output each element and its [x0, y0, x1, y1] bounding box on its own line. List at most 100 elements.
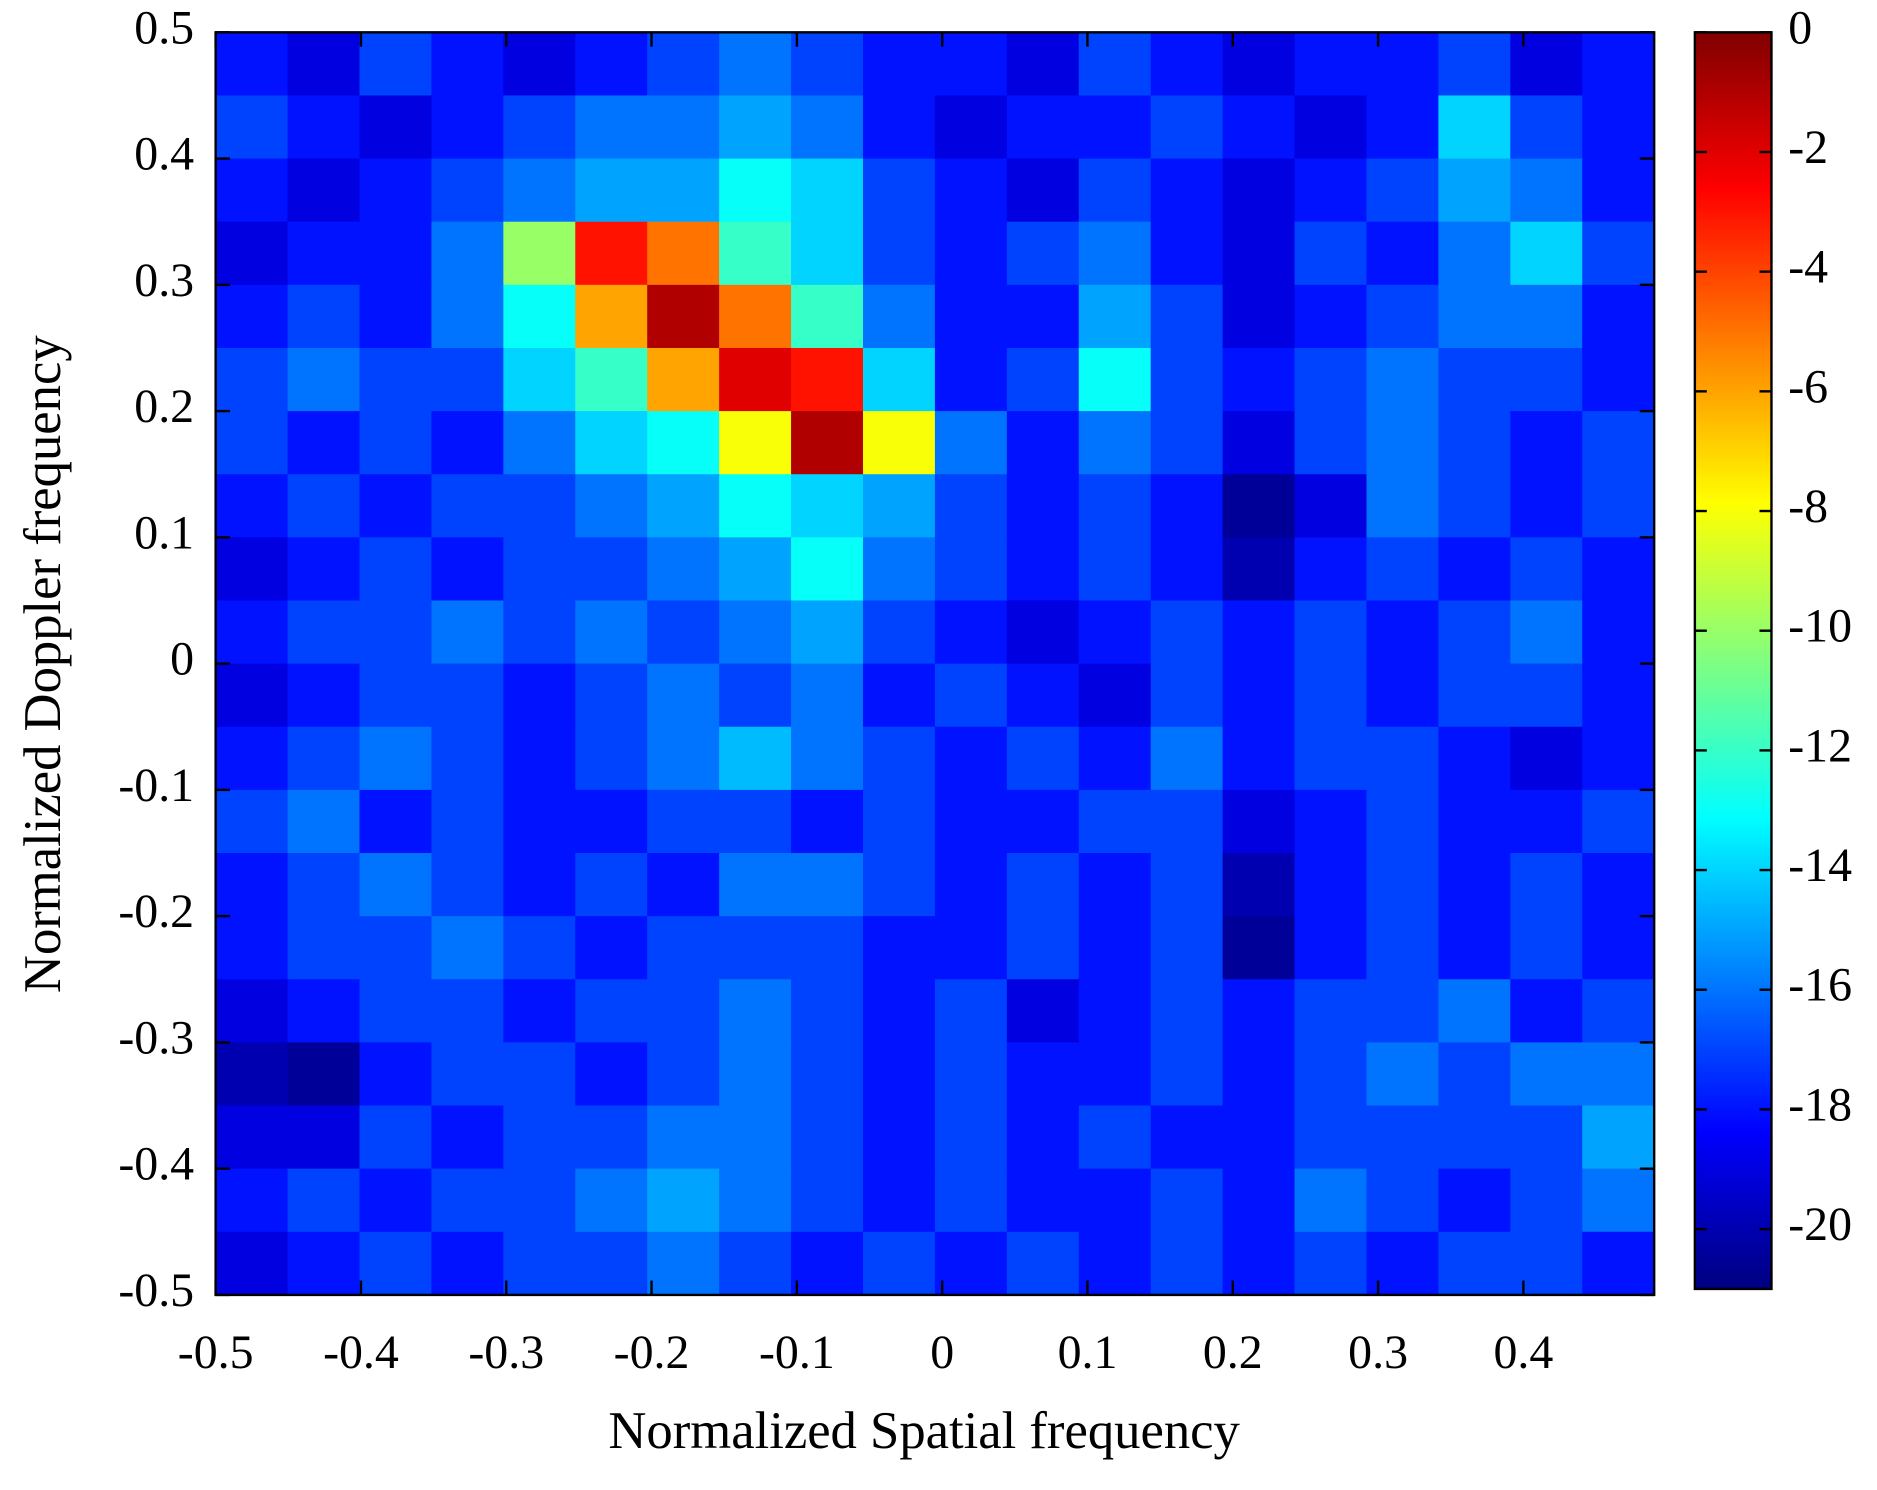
heatmap-cell [1222, 347, 1296, 412]
heatmap-cell [1006, 95, 1080, 160]
heatmap-cell [862, 789, 936, 854]
heatmap-cell [1222, 474, 1296, 539]
heatmap-cell [862, 916, 936, 980]
heatmap-cell [1006, 1231, 1080, 1296]
heatmap-cell [1150, 158, 1224, 223]
heatmap-cell [934, 979, 1008, 1044]
heatmap-cell [1438, 474, 1512, 539]
heatmap-cell [1366, 1042, 1440, 1107]
heatmap-cell [1366, 789, 1440, 854]
heatmap-cell [215, 1042, 289, 1107]
heatmap-cell [1150, 979, 1224, 1044]
heatmap-cell [647, 284, 720, 349]
heatmap-cell [1366, 474, 1440, 539]
heatmap-cell [647, 95, 720, 160]
heatmap-cell [575, 95, 648, 160]
heatmap-cell [1222, 158, 1296, 223]
heatmap-cell [791, 916, 864, 980]
colorbar-tick-label: -6 [1788, 360, 1828, 413]
heatmap-cell [1294, 979, 1368, 1044]
heatmap-cell [1366, 600, 1440, 665]
heatmap-cell [287, 1105, 361, 1170]
heatmap-cell [1294, 95, 1368, 160]
heatmap-cell [862, 853, 936, 917]
heatmap-cell [1438, 284, 1512, 349]
heatmap-cell [1366, 411, 1440, 475]
heatmap-cell [287, 1231, 361, 1296]
heatmap-cell [1150, 537, 1224, 602]
x-tick-label: 0.1 [1058, 1326, 1118, 1379]
heatmap-cell [1078, 158, 1152, 223]
heatmap-cell [359, 537, 433, 602]
heatmap-cell [1150, 95, 1224, 160]
heatmap-cell [431, 726, 505, 791]
heatmap-cell [503, 474, 576, 539]
heatmap-cell [647, 726, 720, 791]
heatmap-cell [1222, 537, 1296, 602]
heatmap-cell [215, 663, 289, 728]
heatmap-cell [1510, 537, 1583, 602]
heatmap-cell [575, 474, 648, 539]
heatmap-cell [1366, 158, 1440, 223]
heatmap-cell [575, 726, 648, 791]
heatmap-cell [359, 347, 433, 412]
y-tick-label: 0.5 [134, 1, 194, 54]
heatmap-cell [1510, 1105, 1583, 1170]
heatmap-cell [1438, 1168, 1512, 1233]
heatmap-cell [1366, 221, 1440, 286]
heatmap-cell [1510, 1168, 1583, 1233]
heatmap-cell [1150, 1105, 1224, 1170]
x-tick-label: -0.2 [614, 1326, 690, 1379]
heatmap-cell [1294, 600, 1368, 665]
heatmap-cell [431, 1042, 505, 1107]
heatmap-cell [1294, 537, 1368, 602]
heatmap-cell [1150, 1042, 1224, 1107]
heatmap-cell [1150, 411, 1224, 475]
heatmap-cell [1150, 221, 1224, 286]
heatmap-cell [1438, 95, 1512, 160]
heatmap-cell [719, 853, 792, 917]
y-tick-label: 0.3 [134, 254, 194, 307]
heatmap-cell [1294, 726, 1368, 791]
heatmap-cell [1510, 1231, 1583, 1296]
heatmap-cell [431, 537, 505, 602]
heatmap-cell [1150, 32, 1224, 97]
heatmap-cell [1006, 1168, 1080, 1233]
heatmap-cell [215, 979, 289, 1044]
heatmap-cell [287, 916, 361, 980]
heatmap-cell [791, 1168, 864, 1233]
heatmap-cell [1582, 1168, 1655, 1233]
heatmap-cell [1078, 789, 1152, 854]
heatmap-cell [359, 1231, 433, 1296]
heatmap-cell [215, 600, 289, 665]
heatmap-cell [1582, 1231, 1655, 1296]
heatmap-cell [862, 537, 936, 602]
heatmap-cell [934, 1168, 1008, 1233]
heatmap-cell [215, 474, 289, 539]
heatmap-cell [791, 347, 864, 412]
heatmap-cell [1510, 1042, 1583, 1107]
heatmap-cell [934, 474, 1008, 539]
heatmap-cell [791, 726, 864, 791]
heatmap-cell [575, 600, 648, 665]
heatmap-cell [503, 347, 576, 412]
heatmap-cell [1006, 789, 1080, 854]
heatmap-cell [1510, 411, 1583, 475]
heatmap-cell [1582, 32, 1655, 97]
heatmap-cell [1078, 32, 1152, 97]
heatmap-cell [1006, 347, 1080, 412]
heatmap-cell [1510, 663, 1583, 728]
heatmap-cell [1366, 663, 1440, 728]
heatmap-cell [1006, 474, 1080, 539]
heatmap-cell [791, 95, 864, 160]
heatmap-cell [1366, 347, 1440, 412]
heatmap-cell [1222, 600, 1296, 665]
heatmap-cell [862, 347, 936, 412]
heatmap-cell [719, 221, 792, 286]
heatmap-cell [1366, 284, 1440, 349]
heatmap-cell [1438, 537, 1512, 602]
heatmap-cell [215, 789, 289, 854]
y-tick-label: -0.3 [118, 1011, 194, 1064]
heatmap-cell [791, 1105, 864, 1170]
heatmap-cell [503, 726, 576, 791]
